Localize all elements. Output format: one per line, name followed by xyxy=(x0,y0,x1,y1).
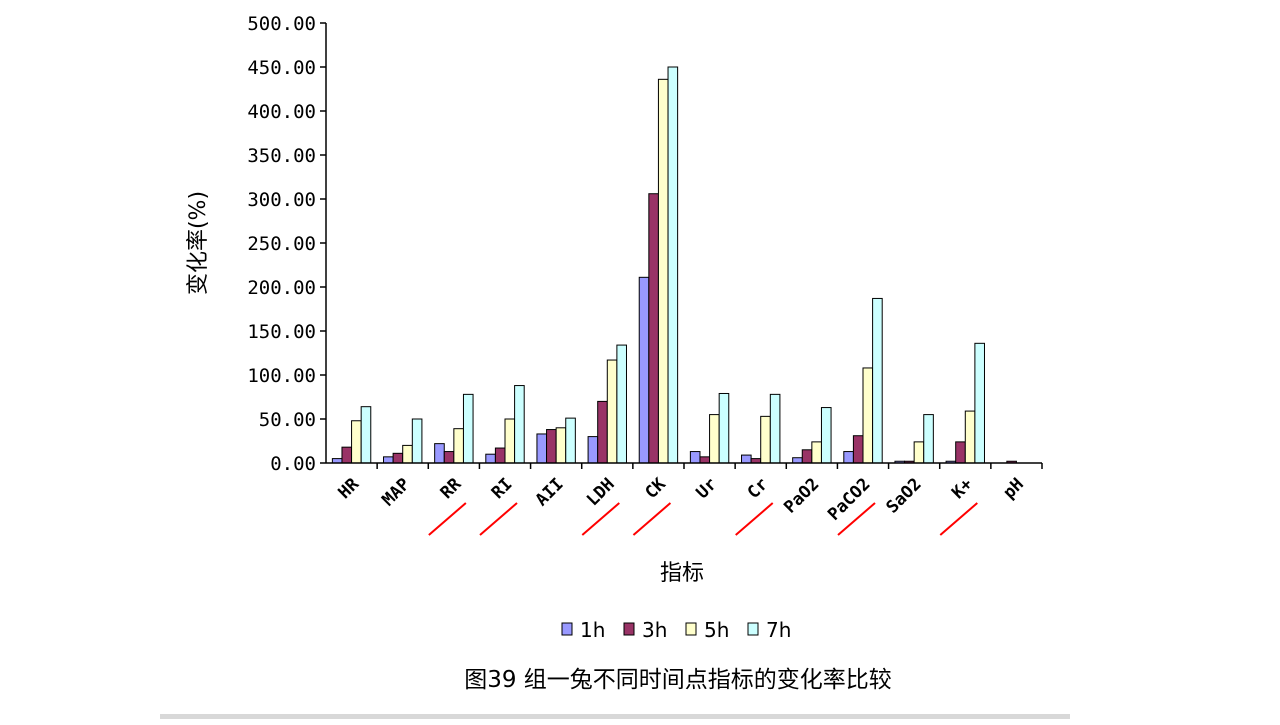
bar-RR-3h xyxy=(443,451,455,464)
legend-swatch-3h xyxy=(623,622,635,636)
y-tick-label: 50.00 xyxy=(259,409,316,431)
bar-MAP-1h xyxy=(383,456,394,464)
legend-label-7h: 7h xyxy=(766,618,791,642)
x-axis-title: 指标 xyxy=(660,561,704,586)
bar-Ur-5h xyxy=(709,414,720,464)
bar-CK-7h xyxy=(667,66,679,464)
bar-PaO2-7h xyxy=(820,407,832,464)
y-tick-label: 100.00 xyxy=(247,365,316,387)
x-tick-label: pH xyxy=(999,474,1028,503)
underline-mark xyxy=(837,502,876,536)
y-tick-label: 500.00 xyxy=(247,13,316,35)
bar-Cr-5h xyxy=(760,415,771,464)
bar-HR-3h xyxy=(341,446,353,464)
bar-PaO2-3h xyxy=(801,449,813,464)
y-tick-label: 400.00 xyxy=(247,101,316,123)
x-tick-label: LDH xyxy=(583,474,619,510)
bar-HR-7h xyxy=(360,406,372,464)
x-tick-label: PaCO2 xyxy=(824,474,874,524)
x-tick-label: Ur xyxy=(692,474,721,503)
figure-caption: 图39 组一兔不同时间点指标的变化率比较 xyxy=(464,667,892,693)
bar-CK-5h xyxy=(657,78,669,464)
bar-AII-3h xyxy=(546,429,557,464)
underline-mark xyxy=(479,502,518,536)
bar-PaO2-5h xyxy=(811,441,822,464)
bar-SaO2-7h xyxy=(923,414,934,464)
bar-Ur-3h xyxy=(699,456,711,464)
underline-mark xyxy=(939,502,978,536)
y-tick-label: 350.00 xyxy=(247,145,316,167)
bar-RI-1h xyxy=(485,453,496,464)
bar-LDH-1h xyxy=(587,436,599,464)
bar-K+-7h xyxy=(974,342,985,464)
bar-HR-5h xyxy=(351,420,362,464)
underline-mark xyxy=(735,502,774,536)
y-axis-ticks: 0.00 50.00 100.00 150.00 200.00 250.00 300.00 3… xyxy=(247,13,326,475)
x-tick-label: CK xyxy=(641,474,670,503)
bars xyxy=(331,66,1017,464)
underline-mark xyxy=(428,502,467,536)
x-tick-label: K+ xyxy=(948,474,977,503)
bar-MAP-7h xyxy=(411,418,423,464)
bar-RR-5h xyxy=(453,428,464,464)
bar-Cr-1h xyxy=(741,454,752,464)
underline-mark xyxy=(632,502,672,536)
y-tick-label: 300.00 xyxy=(247,189,316,211)
bar-CK-1h xyxy=(638,276,650,464)
y-tick-label: 450.00 xyxy=(247,57,316,79)
bar-LDH-3h xyxy=(597,400,608,464)
bar-PaO2-1h xyxy=(792,457,803,464)
bar-PaCO2-1h xyxy=(843,451,854,464)
bar-RI-7h xyxy=(514,385,525,464)
bar-SaO2-5h xyxy=(913,441,925,464)
y-tick-label: 150.00 xyxy=(247,321,316,343)
bar-AII-1h xyxy=(536,433,548,464)
bar-RR-1h xyxy=(434,443,445,464)
bar-LDH-7h xyxy=(616,344,627,464)
bar-K+-5h xyxy=(964,410,976,464)
y-axis-title: 变化率(%) xyxy=(186,191,211,295)
x-axis-labels: HR MAP RR RI AII LDH CK Ur Cr PaO2 PaCO2 SaO2 K+ pH xyxy=(334,463,1043,536)
legend-label-3h: 3h xyxy=(642,618,667,642)
bar-AII-7h xyxy=(565,417,576,464)
x-tick-label: SaO2 xyxy=(883,474,926,517)
bar-MAP-5h xyxy=(402,444,413,464)
bar-Ur-7h xyxy=(718,392,730,464)
y-tick-label: 250.00 xyxy=(247,233,316,255)
bar-K+-3h xyxy=(955,441,966,464)
legend-label-1h: 1h xyxy=(580,618,605,642)
x-tick-label: RR xyxy=(437,474,466,503)
bar-Cr-7h xyxy=(769,393,781,464)
underline-mark xyxy=(581,502,620,536)
bar-CK-3h xyxy=(648,193,659,464)
y-tick-label: 200.00 xyxy=(247,277,316,299)
bar-RR-7h xyxy=(462,393,474,464)
legend-swatch-5h xyxy=(685,622,697,636)
bar-LDH-5h xyxy=(606,359,618,464)
bottom-divider xyxy=(160,714,1070,719)
x-tick-label: AII xyxy=(532,474,568,510)
bar-Ur-1h xyxy=(689,451,701,464)
x-tick-label: HR xyxy=(334,474,363,503)
bar-MAP-3h xyxy=(392,452,404,464)
bar-PaCO2-7h xyxy=(872,297,883,464)
x-tick-label: PaO2 xyxy=(780,474,823,517)
x-tick-label: MAP xyxy=(378,474,414,510)
legend-swatch-7h xyxy=(747,622,759,636)
x-tick-label: RI xyxy=(488,474,517,503)
bar-RI-5h xyxy=(504,418,516,464)
legend-swatch-1h xyxy=(561,622,573,636)
legend: 1h 3h 5h 7h xyxy=(561,618,791,642)
bar-PaCO2-5h xyxy=(862,367,874,464)
x-tick-label: Cr xyxy=(744,474,773,503)
bar-AII-5h xyxy=(555,427,567,464)
axes xyxy=(325,23,1042,464)
bar-PaCO2-3h xyxy=(852,435,864,464)
y-tick-label: 0.00 xyxy=(270,453,316,475)
bar-RI-3h xyxy=(494,447,506,464)
legend-label-5h: 5h xyxy=(704,618,729,642)
